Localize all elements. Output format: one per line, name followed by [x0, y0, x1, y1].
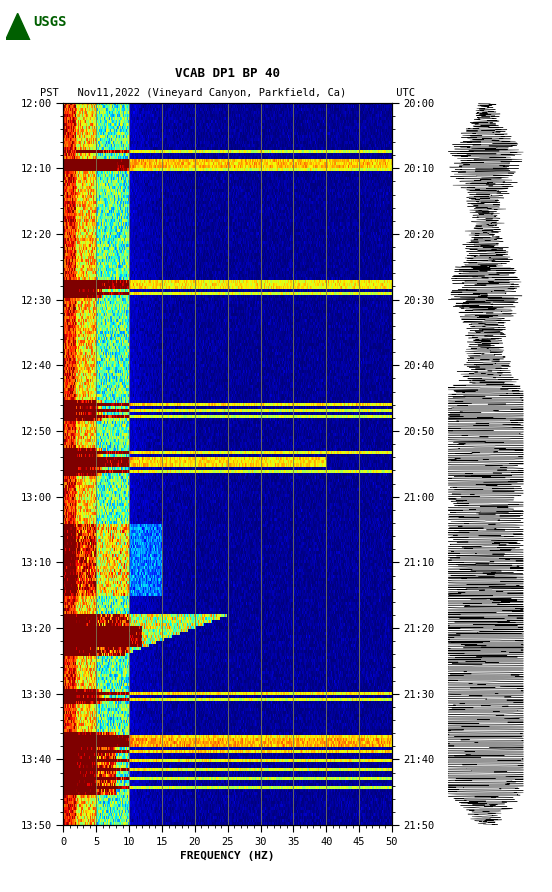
Text: USGS: USGS [33, 15, 66, 29]
Text: PST   Nov11,2022 (Vineyard Canyon, Parkfield, Ca)        UTC: PST Nov11,2022 (Vineyard Canyon, Parkfie… [40, 88, 415, 98]
Polygon shape [6, 13, 30, 40]
Text: VCAB DP1 BP 40: VCAB DP1 BP 40 [175, 67, 280, 80]
X-axis label: FREQUENCY (HZ): FREQUENCY (HZ) [181, 851, 275, 861]
